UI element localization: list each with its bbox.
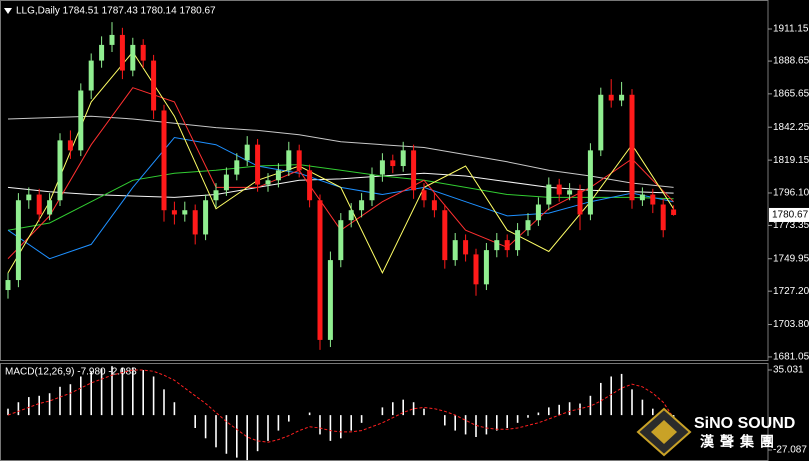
y-tick-label: 1865.65 (773, 88, 809, 99)
candle-body (192, 210, 198, 235)
y-tick-label: 1796.10 (773, 188, 809, 199)
candle-body (15, 200, 21, 281)
candle-body (151, 60, 157, 111)
candle-body (515, 230, 521, 251)
y-tick-label: -27.087 (773, 445, 807, 456)
candle-body (619, 94, 625, 101)
candle-body (660, 204, 666, 231)
candle-body (504, 240, 510, 251)
candle-body (223, 174, 229, 191)
candle-body (67, 140, 73, 151)
candle-body (421, 190, 427, 201)
y-tick-label: 1749.95 (773, 253, 809, 264)
candle-body (57, 140, 63, 201)
candle-body (567, 190, 573, 195)
candle-body (525, 220, 531, 231)
candle-body (171, 210, 177, 215)
candle-body (400, 150, 406, 167)
y-tick-label: 1842.25 (773, 122, 809, 133)
moving-average (7, 51, 675, 275)
candle-body (587, 150, 593, 215)
candle-body (338, 220, 344, 261)
main-pane-frame (0, 0, 769, 361)
candle-body (494, 240, 500, 251)
candle-body (275, 170, 281, 181)
candle-body (463, 240, 469, 255)
candle-body (369, 174, 375, 201)
candle-body (130, 44, 136, 71)
candle-body (546, 184, 552, 205)
logo-subtitle: 漢聲集團 (700, 434, 780, 450)
candle-body (452, 240, 458, 261)
logo: SiNO SOUND 漢聲集團 (636, 407, 795, 457)
last-price-box (769, 207, 809, 222)
candle-body (182, 210, 188, 215)
candle-body (265, 180, 271, 185)
y-tick-label: 1773.35 (773, 220, 809, 231)
candle-body (431, 200, 437, 211)
y-tick-label: 1681.05 (773, 352, 809, 363)
candle-body (286, 150, 292, 171)
y-tick-label: 1911.15 (773, 24, 809, 35)
candle-body (203, 200, 209, 235)
candle-body (244, 144, 250, 161)
candle-body (5, 280, 11, 291)
candle-body (577, 190, 583, 215)
candle-body (598, 94, 604, 151)
y-tick-label: 1819.15 (773, 155, 809, 166)
moving-average (7, 172, 674, 198)
candle-body (483, 250, 489, 285)
moving-average (7, 164, 674, 231)
candle-body (47, 200, 53, 215)
candle-body (78, 90, 84, 151)
logo-name: SiNO SOUND (694, 415, 795, 432)
candle-body (255, 144, 261, 185)
moving-average (7, 115, 674, 188)
menu-icon (4, 8, 12, 14)
candle-body (109, 34, 115, 45)
y-tick-label: 1888.65 (773, 56, 809, 67)
candle-body (327, 260, 333, 340)
signal-line (7, 369, 675, 443)
y-tick-label: 1703.80 (773, 319, 809, 330)
candle-body (411, 150, 417, 191)
candle-body (234, 160, 240, 175)
candle-body (556, 184, 562, 195)
candle-body (359, 200, 365, 211)
candle-body (348, 210, 354, 221)
candle-body (671, 209, 677, 215)
candle-body (442, 210, 448, 261)
candle-body (161, 110, 167, 211)
candle-body (629, 94, 635, 201)
y-tick-label: 35.031 (773, 365, 804, 376)
candle-body (639, 194, 645, 201)
candle-body (26, 194, 32, 201)
candle-body (608, 94, 614, 101)
candle-body (140, 44, 146, 61)
candle-body (213, 190, 219, 201)
candle-body (317, 200, 323, 340)
candle-body (379, 160, 385, 175)
candle-body (307, 170, 313, 201)
candle-body (473, 254, 479, 285)
candle-body (390, 160, 396, 167)
y-tick-label: 1727.20 (773, 286, 809, 297)
candle-body (36, 194, 42, 215)
candle-body (535, 204, 541, 221)
chart-title: LLG,Daily 1784.51 1787.43 1780.14 1780.6… (16, 6, 216, 17)
candle-body (99, 44, 105, 61)
logo-inner (651, 420, 677, 444)
candle-body (88, 60, 94, 91)
last-price-label: 1780.67 (772, 210, 809, 221)
candle-body (296, 150, 302, 171)
candle-body (119, 34, 125, 71)
candle-body (650, 194, 656, 205)
macd-title: MACD(12,26,9) -7.980 -2.083 (5, 367, 137, 378)
